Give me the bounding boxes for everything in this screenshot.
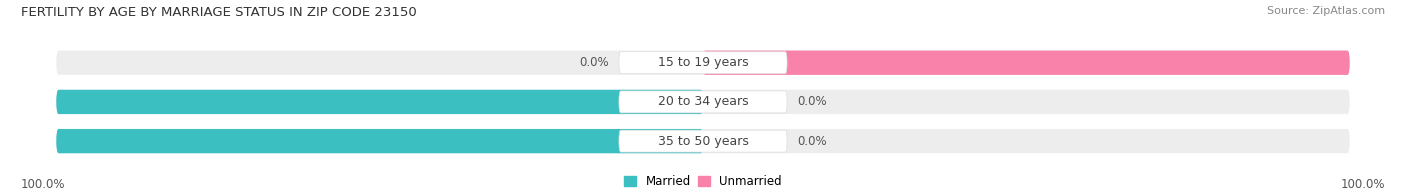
Text: 35 to 50 years: 35 to 50 years: [658, 135, 748, 148]
Text: 15 to 19 years: 15 to 19 years: [658, 56, 748, 69]
Text: 100.0%: 100.0%: [0, 95, 46, 108]
FancyBboxPatch shape: [703, 51, 1350, 75]
FancyBboxPatch shape: [56, 129, 1350, 153]
Legend: Married, Unmarried: Married, Unmarried: [624, 175, 782, 188]
FancyBboxPatch shape: [619, 52, 787, 74]
Text: 0.0%: 0.0%: [797, 95, 827, 108]
Text: 0.0%: 0.0%: [797, 135, 827, 148]
FancyBboxPatch shape: [56, 90, 703, 114]
Text: 100.0%: 100.0%: [0, 135, 46, 148]
Text: 0.0%: 0.0%: [579, 56, 609, 69]
FancyBboxPatch shape: [619, 130, 787, 152]
FancyBboxPatch shape: [619, 91, 787, 113]
Text: 100.0%: 100.0%: [1340, 178, 1385, 191]
Text: Source: ZipAtlas.com: Source: ZipAtlas.com: [1267, 6, 1385, 16]
Text: 100.0%: 100.0%: [1360, 56, 1406, 69]
FancyBboxPatch shape: [56, 90, 1350, 114]
FancyBboxPatch shape: [56, 51, 1350, 75]
Text: 20 to 34 years: 20 to 34 years: [658, 95, 748, 108]
FancyBboxPatch shape: [56, 129, 703, 153]
Text: FERTILITY BY AGE BY MARRIAGE STATUS IN ZIP CODE 23150: FERTILITY BY AGE BY MARRIAGE STATUS IN Z…: [21, 6, 416, 19]
Text: 100.0%: 100.0%: [21, 178, 66, 191]
